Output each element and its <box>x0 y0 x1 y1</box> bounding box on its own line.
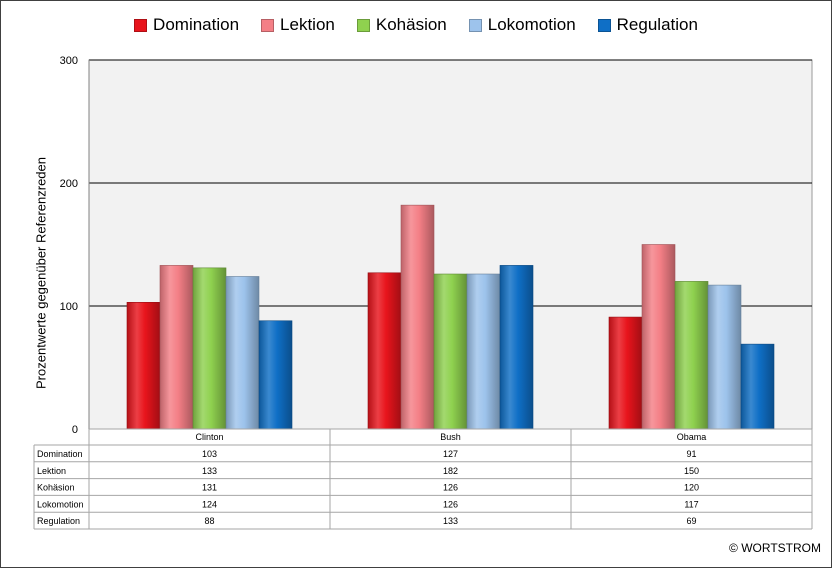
table-row-label: Lokomotion <box>37 499 84 509</box>
legend-label: Lektion <box>280 15 335 34</box>
legend-item-domination: Domination <box>134 13 239 37</box>
table-cell-value: 91 <box>686 449 696 459</box>
table-cell-value: 133 <box>443 516 458 526</box>
table-row-label: Domination <box>37 449 83 459</box>
table-cell-value: 182 <box>443 466 458 476</box>
table-cell-value: 88 <box>204 516 214 526</box>
legend-item-regulation: Regulation <box>597 13 698 37</box>
bar-domination-clinton <box>126 302 161 430</box>
bar-lektion-clinton <box>159 265 194 430</box>
table-cell-value: 103 <box>202 449 217 459</box>
bar-lektion-obama <box>641 244 676 430</box>
y-tick-label: 300 <box>60 55 78 67</box>
bar-kohasion-obama <box>674 281 709 430</box>
legend-swatch <box>468 18 482 32</box>
table-cell-value: 133 <box>202 466 217 476</box>
x-category-label: Clinton <box>195 432 223 442</box>
legend-label: Regulation <box>616 15 698 34</box>
table-cell-value: 69 <box>686 516 696 526</box>
table-cell-value: 120 <box>684 483 699 493</box>
bar-regulation-clinton <box>258 320 293 430</box>
bar-lokomotion-obama <box>707 284 742 430</box>
table-row-label: Regulation <box>37 516 80 526</box>
table-cell-value: 131 <box>202 483 217 493</box>
bar-lektion-bush <box>400 204 435 430</box>
bar-kohasion-bush <box>433 273 468 430</box>
legend-item-lektion: Lektion <box>261 13 335 37</box>
bar-lokomotion-clinton <box>225 276 260 430</box>
bar-regulation-bush <box>499 265 534 430</box>
y-tick-label: 100 <box>60 301 78 313</box>
bar-regulation-obama <box>740 343 775 430</box>
table-row-label: Kohäsion <box>37 483 75 493</box>
bar-domination-bush <box>367 272 402 430</box>
legend-swatch <box>134 18 148 32</box>
table-row-label: Lektion <box>37 466 66 476</box>
table-cell-value: 150 <box>684 466 699 476</box>
legend-swatch <box>597 18 611 32</box>
table-cell-value: 127 <box>443 449 458 459</box>
table-cell-value: 126 <box>443 499 458 509</box>
legend-swatch <box>261 18 275 32</box>
y-tick-label: 200 <box>60 178 78 190</box>
legend-swatch <box>356 18 370 32</box>
bar-lokomotion-bush <box>466 273 501 430</box>
x-category-label: Bush <box>440 432 461 442</box>
legend-item-kohasion: Kohäsion <box>356 13 447 37</box>
legend-label: Kohäsion <box>375 15 447 34</box>
bar-kohasion-clinton <box>192 267 227 430</box>
legend-item-lokomotion: Lokomotion <box>468 13 576 37</box>
bar-domination-obama <box>608 316 643 430</box>
legend: Domination Lektion Kohäsion Lokomotion Regul… <box>1 13 831 37</box>
watermark: © WORTSTROM <box>729 541 821 555</box>
legend-label: Domination <box>153 15 240 34</box>
x-category-label: Obama <box>677 432 707 442</box>
table-cell-value: 117 <box>684 499 698 509</box>
table-cell-value: 126 <box>443 483 458 493</box>
legend-label: Lokomotion <box>487 15 576 34</box>
table-cell-value: 124 <box>202 499 217 509</box>
y-tick-label: 0 <box>72 424 78 436</box>
